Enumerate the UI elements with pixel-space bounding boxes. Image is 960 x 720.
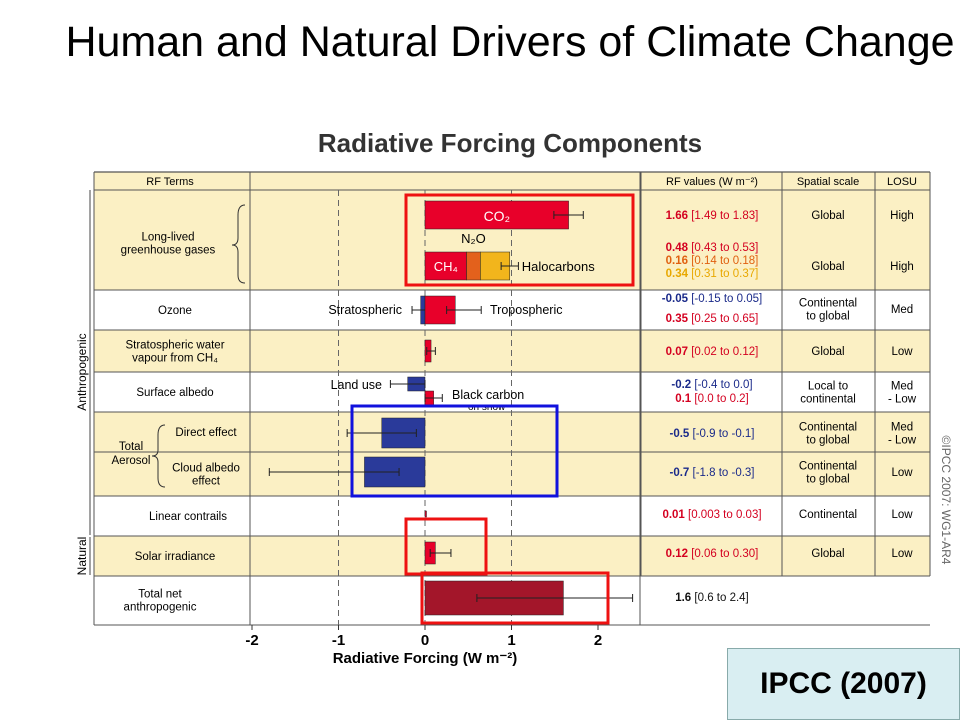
group-label-natural: Natural — [75, 537, 89, 576]
spatial-scale-cell: Continental — [799, 422, 857, 434]
term-label-parent: Aerosol — [112, 455, 151, 467]
bar-label-ch4: CH₄ — [434, 259, 458, 274]
term-label: Long-lived — [141, 232, 194, 244]
losu-cell: High — [890, 210, 914, 222]
value-cloud-albedo: -0.7 [-1.8 to -0.3] — [669, 467, 754, 479]
spatial-scale-cell: Local to — [808, 381, 848, 393]
copyright-label: ©IPCC 2007: WG1-AR4 — [939, 436, 953, 565]
losu-cell: Med — [891, 304, 913, 316]
x-tick-label: -1 — [332, 632, 345, 649]
term-label: Ozone — [158, 305, 192, 317]
bar-n2o — [466, 251, 481, 281]
term-label: Stratospheric water — [125, 340, 224, 352]
x-axis-label: Radiative Forcing (W m⁻²) — [333, 650, 518, 667]
spatial-scale-cell: continental — [800, 394, 856, 406]
x-tick-label: 2 — [594, 632, 602, 649]
value-halocarbons: 0.34 [0.31 to 0.37] — [666, 268, 759, 280]
slide-title: Human and Natural Drivers of Climate Cha… — [65, 18, 955, 66]
header-spatial-scale: Spatial scale — [797, 176, 859, 188]
term-label: Solar irradiance — [135, 551, 216, 563]
value-direct-effect: -0.5 [-0.9 to -0.1] — [669, 428, 754, 440]
term-label: Cloud albedo — [172, 463, 240, 475]
losu-cell: - Low — [888, 435, 917, 447]
spatial-scale-cell: Global — [811, 548, 844, 560]
highlight-box-aerosol — [350, 404, 559, 498]
spatial-scale-cell: to global — [806, 311, 849, 323]
value-land-use: -0.2 [-0.4 to 0.0] — [671, 379, 752, 391]
x-tick-label: 0 — [421, 632, 429, 649]
term-label: Total net — [138, 589, 182, 601]
bar-co2 — [424, 200, 569, 230]
spatial-scale-cell: to global — [806, 435, 849, 447]
spatial-scale-cell: to global — [806, 474, 849, 486]
term-label: effect — [192, 476, 221, 488]
bar-label-land-use: Land use — [331, 378, 382, 392]
bar-label-n2o: N₂O — [461, 231, 486, 246]
losu-cell: Low — [891, 509, 913, 521]
losu-cell: High — [890, 261, 914, 273]
header-rf-values: RF values (W m⁻²) — [666, 176, 758, 188]
losu-cell: Med — [891, 422, 913, 434]
header-rf-terms: RF Terms — [146, 176, 194, 188]
bar-label-stratospheric: Stratospheric — [328, 303, 402, 317]
value-strat-ozone: -0.05 [-0.15 to 0.05] — [662, 293, 762, 305]
highlight-box-total — [420, 571, 610, 625]
source-label: IPCC (2007) — [727, 648, 960, 720]
spatial-scale-cell: Global — [811, 261, 844, 273]
bar-ch4 — [424, 251, 467, 281]
spatial-scale-cell: Continental — [799, 461, 857, 473]
x-tick-label: -2 — [245, 632, 258, 649]
value-trop-ozone: 0.35 [0.25 to 0.65] — [666, 313, 759, 325]
value-co2: 1.66 [1.49 to 1.83] — [666, 210, 759, 222]
value-contrails: 0.01 [0.003 to 0.03] — [662, 509, 761, 521]
value-strat-water: 0.07 [0.02 to 0.12] — [666, 346, 759, 358]
term-label: Surface albedo — [136, 387, 213, 399]
group-label-anthropogenic: Anthropogenic — [75, 333, 89, 410]
losu-cell: Low — [891, 346, 913, 358]
losu-cell: Low — [891, 548, 913, 560]
spatial-scale-cell: Global — [811, 210, 844, 222]
value-n2o: 0.16 [0.14 to 0.18] — [666, 255, 759, 267]
losu-cell: Low — [891, 467, 913, 479]
spatial-scale-cell: Continental — [799, 298, 857, 310]
brace — [231, 204, 246, 284]
term-label: vapour from CH₄ — [132, 353, 218, 365]
bar-label-tropospheric: Tropospheric — [490, 303, 563, 317]
x-tick-label: 1 — [507, 632, 515, 649]
highlight-box-ghg — [404, 193, 635, 287]
spatial-scale-cell: Global — [811, 346, 844, 358]
value-ch4: 0.48 [0.43 to 0.53] — [666, 242, 759, 254]
bar-label-co2: CO₂ — [484, 208, 510, 224]
bar-label-halocarbons: Halocarbons — [522, 259, 595, 274]
value-total: 1.6 [0.6 to 2.4] — [675, 592, 749, 604]
value-solar: 0.12 [0.06 to 0.30] — [666, 548, 759, 560]
term-label: Direct effect — [175, 427, 237, 439]
brace — [151, 424, 166, 488]
term-label: anthropogenic — [124, 602, 197, 614]
term-label: greenhouse gases — [121, 245, 216, 257]
term-label: Linear contrails — [149, 511, 227, 523]
value-black-carbon: 0.1 [0.0 to 0.2] — [675, 393, 749, 405]
header-band — [94, 172, 930, 190]
header-losu: LOSU — [887, 176, 917, 188]
losu-cell: - Low — [888, 394, 917, 406]
bar-contrails — [424, 510, 427, 518]
losu-cell: Med — [891, 381, 913, 393]
spatial-scale-cell: Continental — [799, 509, 857, 521]
bar-label-black-carbon: Black carbon — [452, 388, 524, 402]
term-label-parent: Total — [119, 441, 143, 453]
chart-title: Radiative Forcing Components — [318, 128, 702, 158]
